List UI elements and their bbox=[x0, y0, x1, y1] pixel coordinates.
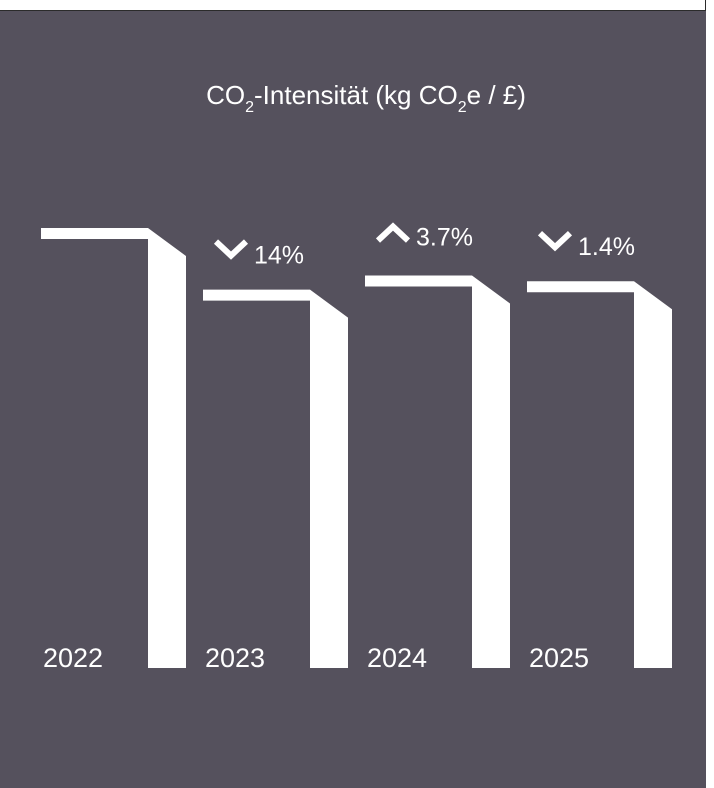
top-frame bbox=[0, 0, 706, 11]
change-label-2025: 1.4% bbox=[578, 233, 635, 261]
change-label-2023: 14% bbox=[254, 242, 304, 270]
chart-panel: CO2-Intensität (kg CO2e / £) 2022 2023 14%… bbox=[0, 11, 706, 788]
change-label-2024: 3.7% bbox=[416, 224, 473, 252]
chart-background bbox=[0, 11, 706, 788]
co2-intensity-chart: CO2-Intensität (kg CO2e / £) 2022 2023 14%… bbox=[0, 11, 706, 788]
chart-title: CO2-Intensität (kg CO2e / £) bbox=[206, 80, 526, 116]
year-label-2024: 2024 bbox=[367, 643, 427, 673]
up-arrow-icon-2024 bbox=[375, 222, 411, 243]
bar-2022 bbox=[41, 228, 186, 668]
bar-2025 bbox=[527, 281, 672, 668]
year-label-2025: 2025 bbox=[529, 643, 589, 673]
down-arrow-icon-2025 bbox=[537, 231, 573, 252]
bar-2024 bbox=[365, 275, 510, 668]
year-label-2022: 2022 bbox=[43, 643, 103, 673]
year-label-2023: 2023 bbox=[205, 643, 265, 673]
down-arrow-icon-2023 bbox=[213, 239, 249, 260]
bar-2023 bbox=[203, 289, 348, 668]
bars-group: 2022 2023 14% 2024 3.7% 2025 1.4% bbox=[41, 222, 672, 673]
